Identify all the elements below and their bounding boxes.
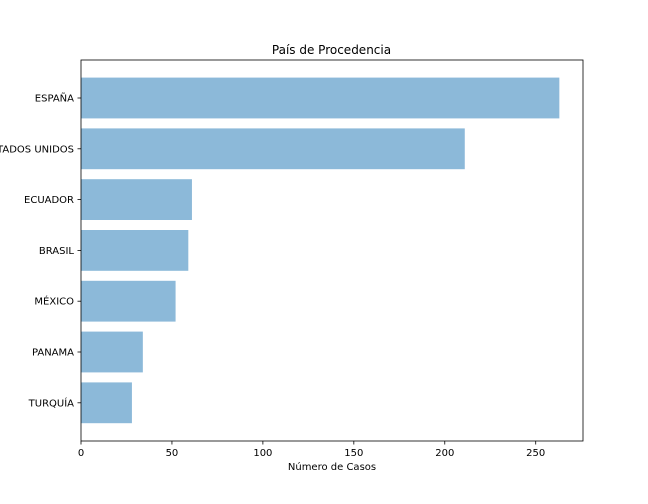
bar — [81, 331, 143, 373]
y-tick-label: BRASIL — [39, 246, 75, 257]
y-tick-label: TURQUÍA — [28, 396, 75, 409]
x-axis-label: Número de Casos — [288, 461, 376, 473]
y-tick-label: ESPAÑA — [35, 92, 74, 105]
bar — [81, 179, 192, 220]
bar — [81, 77, 560, 119]
x-axis-ticks: 0 50 100 150 200 250 — [78, 441, 545, 459]
x-tick-label: 50 — [166, 448, 179, 459]
bar — [81, 280, 176, 322]
bar — [81, 382, 132, 424]
bar — [81, 128, 465, 170]
bar — [81, 230, 189, 271]
plot-frame — [80, 59, 584, 442]
x-tick-label: 200 — [435, 448, 454, 459]
y-tick-label: PANAMA — [32, 348, 74, 359]
x-tick-label: 100 — [253, 448, 272, 459]
chart-title: País de Procedencia — [272, 43, 391, 57]
x-tick-label: 250 — [526, 448, 545, 459]
y-tick-label: ESTADOS UNIDOS — [0, 144, 74, 155]
y-tick-label: MÉXICO — [34, 295, 74, 308]
bar-group — [81, 77, 560, 424]
x-tick-label: 150 — [344, 448, 363, 459]
x-tick-label: 0 — [78, 448, 84, 459]
y-axis-ticks: ESPAÑA ESTADOS UNIDOS ECUADOR BRASIL MÉXICO P… — [0, 92, 81, 409]
y-tick-label: ECUADOR — [24, 195, 74, 206]
